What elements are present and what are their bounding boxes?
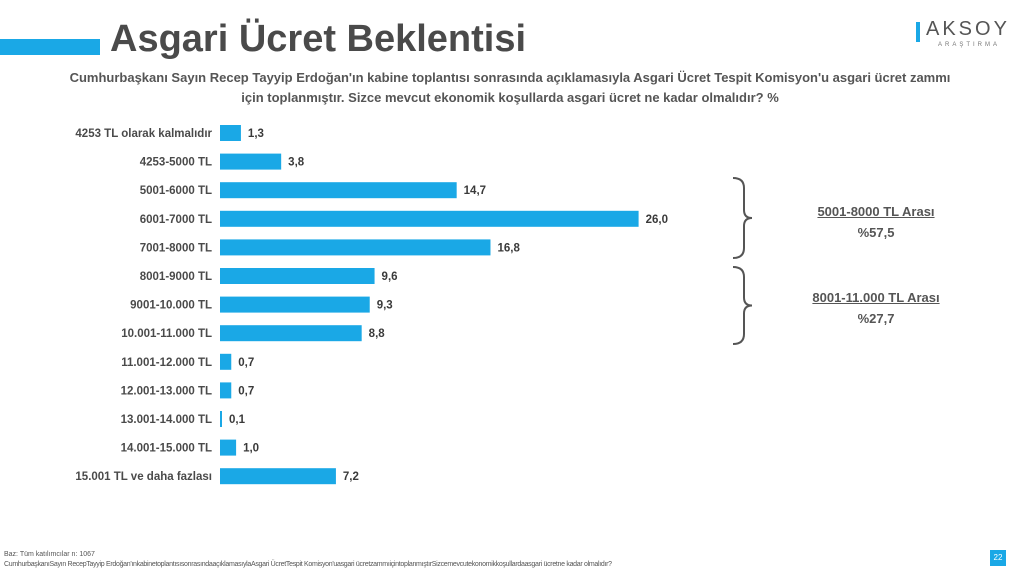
data-label: 1,0 — [243, 443, 259, 455]
bar — [220, 153, 282, 170]
data-label: 16,8 — [497, 242, 520, 254]
data-label: 3,8 — [288, 157, 305, 169]
group-bracket-1 — [732, 177, 753, 259]
category-label: 10.001-11.000 TL — [121, 328, 212, 340]
data-label: 7,2 — [343, 471, 359, 483]
question-subtitle: Cumhurbaşkanı Sayın Recep Tayyip Erdoğan… — [69, 70, 951, 105]
category-label: 8001-9000 TL — [140, 271, 212, 283]
question-footnote: CumhurbaşkanıSayın RecepTayyip Erdoğan'ı… — [4, 561, 612, 568]
category-label: 4253-5000 TL — [140, 157, 212, 169]
group-label-1: 5001-8000 TL Arası — [817, 204, 935, 219]
category-label: 9001-10.000 TL — [130, 300, 212, 312]
data-label: 9,3 — [377, 300, 393, 312]
category-label: 11.001-12.000 TL — [121, 357, 212, 369]
data-label: 8,8 — [369, 328, 386, 340]
category-label: 13.001-14.000 TL — [121, 414, 212, 426]
group-summary-1: 5001-8000 TL Arası %57,5 — [776, 204, 976, 240]
bar — [220, 353, 232, 370]
group-summary-2: 8001-11.000 TL Arası %27,7 — [776, 290, 976, 326]
category-label: 7001-8000 TL — [140, 242, 212, 254]
data-label: 1,3 — [248, 128, 264, 140]
category-label: 6001-7000 TL — [140, 214, 212, 226]
bar — [220, 411, 222, 427]
category-label: 12.001-13.000 TL — [121, 385, 212, 397]
bar — [220, 439, 237, 456]
data-label: 0,7 — [238, 385, 254, 397]
category-label: 5001-6000 TL — [140, 185, 212, 197]
base-footnote: Baz: Tüm katılımcılar n: 1067 — [4, 551, 95, 558]
bar — [220, 268, 375, 284]
group-value-2: %27,7 — [857, 311, 895, 326]
logo-name: AKSOY — [926, 18, 1010, 40]
bar — [220, 125, 241, 141]
category-label: 4253 TL olarak kalmalıdır — [75, 128, 212, 140]
data-label: 0,7 — [238, 357, 254, 369]
aksoy-logo: AKSOY ARAŞTIRMA — [912, 18, 1007, 54]
bar — [220, 239, 491, 256]
group-label-2: 8001-11.000 TL Arası — [812, 290, 940, 305]
accent-bar — [0, 39, 100, 55]
data-label: 9,6 — [382, 271, 398, 283]
bar — [220, 296, 370, 313]
group-value-1: %57,5 — [857, 225, 895, 240]
group-bracket-2 — [732, 266, 753, 345]
bar — [220, 468, 336, 485]
category-label: 14.001-15.000 TL — [121, 443, 212, 455]
logo-mark-icon — [916, 22, 920, 42]
bar — [220, 325, 362, 342]
bar — [220, 210, 639, 227]
page-number: 22 — [990, 550, 1006, 566]
data-label: 0,1 — [229, 414, 246, 426]
page-title: Asgari Ücret Beklentisi — [110, 18, 527, 60]
data-label: 26,0 — [646, 214, 668, 226]
category-label: 15.001 TL ve daha fazlası — [75, 471, 212, 483]
logo-subtext: ARAŞTIRMA — [938, 42, 1001, 48]
bar — [220, 382, 232, 399]
data-label: 14,7 — [464, 185, 486, 197]
bar — [220, 182, 457, 199]
